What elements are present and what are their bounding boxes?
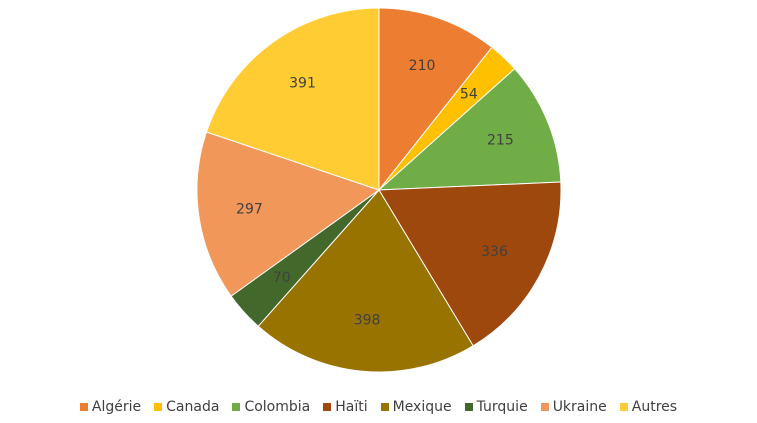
legend-swatch-0 <box>79 403 88 411</box>
legend-item-7: Autres <box>619 399 678 415</box>
legend-swatch-7 <box>619 403 628 411</box>
pie-slice-0 <box>378 7 493 192</box>
data-label-4: 398 <box>354 312 381 328</box>
legend-swatch-2 <box>232 403 241 411</box>
legend-swatch-6 <box>540 403 549 411</box>
legend-label-6: Ukraine <box>552 399 607 415</box>
legend-swatch-5 <box>464 403 473 411</box>
pie-slice-7 <box>205 7 380 191</box>
legend-item-6: Ukraine <box>540 399 607 415</box>
legend-label-0: Algérie <box>91 399 142 415</box>
legend-label-4: Mexique <box>392 399 452 415</box>
legend-swatch-1 <box>154 403 163 411</box>
pie-plot-area: 210 54 215 336 398 70 297 391 <box>196 7 562 373</box>
chart-legend: Algérie Canada Colombia Haïti Mexique Turquie… <box>0 399 757 415</box>
data-label-5: 70 <box>273 270 291 286</box>
legend-item-4: Mexique <box>380 399 452 415</box>
legend-swatch-3 <box>323 403 332 411</box>
legend-label-5: Turquie <box>476 399 528 415</box>
data-label-0: 210 <box>409 58 436 74</box>
legend-swatch-4 <box>380 403 389 411</box>
legend-label-3: Haïti <box>335 399 368 415</box>
legend-label-7: Autres <box>631 399 678 415</box>
pie-slice-2 <box>377 68 562 191</box>
legend-item-1: Canada <box>154 399 219 415</box>
data-label-7: 391 <box>289 76 316 92</box>
data-label-3: 336 <box>481 244 508 260</box>
data-label-2: 215 <box>487 133 514 149</box>
legend-label-2: Colombia <box>244 399 311 415</box>
legend-item-0: Algérie <box>79 399 142 415</box>
pie-slice-6 <box>196 131 381 297</box>
legend-item-2: Colombia <box>232 399 310 415</box>
data-label-1: 54 <box>460 87 478 103</box>
data-label-6: 297 <box>236 201 263 217</box>
legend-item-3: Haïti <box>323 399 368 415</box>
pie-slice-3 <box>378 181 562 347</box>
legend-item-5: Turquie <box>464 399 528 415</box>
legend-label-1: Canada <box>166 399 220 415</box>
pie-slice-4 <box>257 189 474 373</box>
